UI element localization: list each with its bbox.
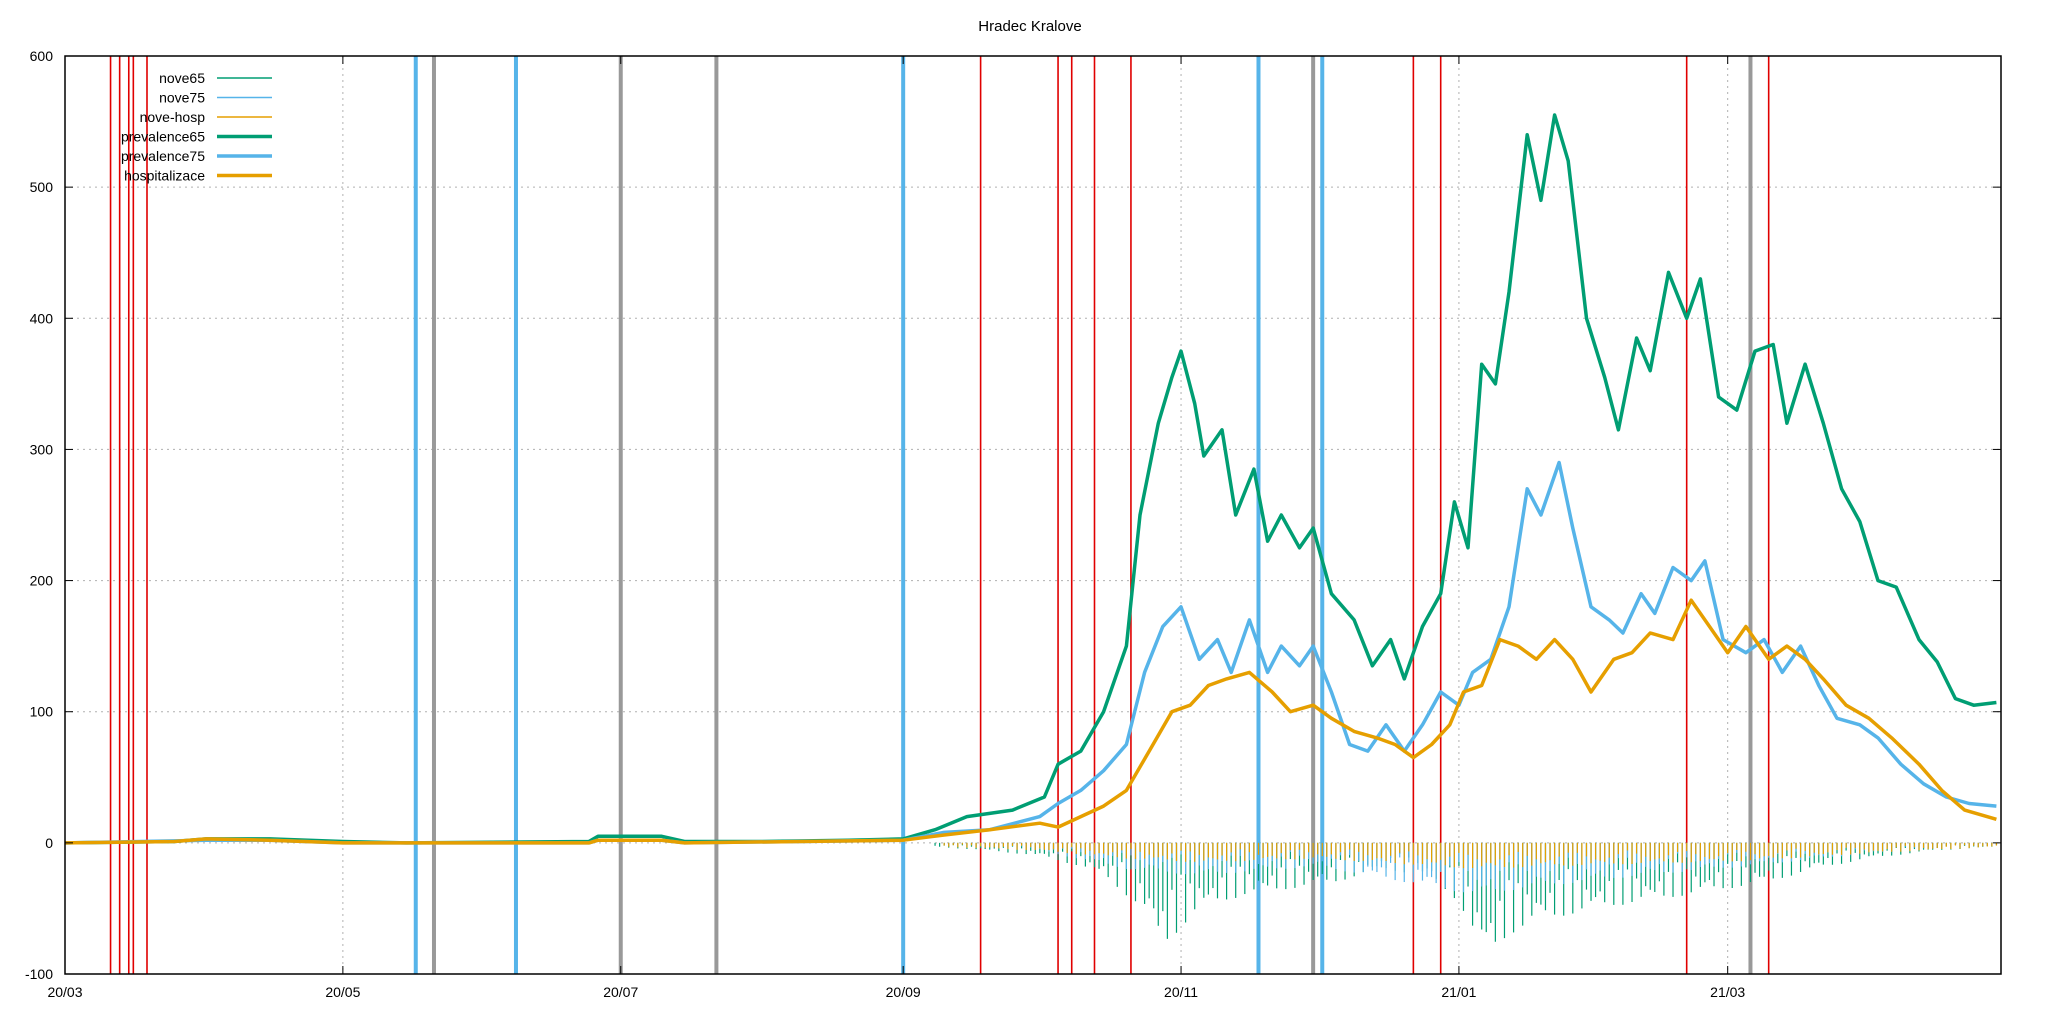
legend-label: nove75 — [159, 90, 205, 106]
y-tick-label: 400 — [30, 310, 54, 326]
x-tick-label: 21/03 — [1710, 984, 1745, 1000]
x-tick-label: 20/05 — [325, 984, 360, 1000]
series-layer — [64, 113, 1998, 942]
legend-label: nove-hosp — [140, 109, 206, 125]
x-tick-label: 20/09 — [886, 984, 921, 1000]
legend-label: hospitalizace — [124, 168, 205, 184]
y-tick-label: -100 — [25, 966, 53, 982]
y-tick-label: 500 — [30, 179, 54, 195]
y-tick-label: 0 — [45, 835, 53, 851]
legend-label: prevalence75 — [121, 148, 205, 164]
y-tick-label: 300 — [30, 441, 54, 457]
vertical-markers — [109, 56, 1770, 974]
y-tick-label: 600 — [30, 48, 54, 64]
chart-title: Hradec Kralove — [978, 18, 1081, 35]
series-prevalence65 — [64, 113, 1997, 845]
series-hospitalizace — [64, 598, 1997, 845]
legend: nove65 nove75 nove-hosp prevalence65 prevale… — [121, 70, 272, 184]
x-tick-label: 20/11 — [1164, 984, 1198, 1000]
x-tick-label: 20/07 — [603, 984, 638, 1000]
legend-label: prevalence65 — [121, 129, 205, 145]
grid — [65, 56, 2001, 974]
y-tick-label: 200 — [30, 573, 54, 589]
legend-label: nove65 — [159, 70, 205, 86]
x-tick-label: 20/03 — [47, 984, 82, 1000]
series-nove-hosp — [943, 842, 1998, 869]
x-axis: 20/03 20/05 20/07 20/09 20/11 21/01 21/03 — [47, 56, 1745, 1000]
x-tick-label: 21/01 — [1441, 984, 1476, 1000]
y-axis: -100 0 100 200 300 400 500 600 — [25, 48, 2001, 982]
y-tick-label: 100 — [30, 704, 54, 720]
plot-frame — [64, 55, 2002, 975]
